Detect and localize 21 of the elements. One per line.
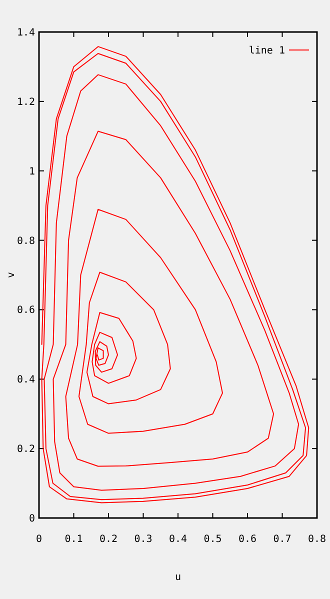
y-tick-label: 0.2: [16, 444, 35, 456]
x-tick-label: 0.7: [273, 534, 292, 545]
y-tick-label: 1.2: [16, 96, 35, 108]
y-tick-label: 0.8: [16, 236, 35, 247]
x-tick-label: 0.3: [134, 534, 152, 545]
y-tick-label: 0.6: [16, 305, 35, 316]
x-tick-label: 0.1: [64, 534, 83, 545]
x-tick-label: 0.6: [238, 534, 257, 545]
y-axis-title: v: [6, 272, 17, 278]
line-series: [41, 46, 310, 504]
y-tick-label: 1.4: [16, 28, 35, 38]
y-tick-label: 0: [28, 514, 35, 524]
y-tick-label: 0.4: [16, 374, 35, 386]
x-tick-label: 0.2: [99, 534, 118, 545]
x-axis-title: u: [174, 572, 182, 583]
y-tick-label: 1: [28, 166, 35, 178]
x-tick-label: 0: [36, 534, 42, 545]
legend-label: line 1: [248, 46, 285, 56]
x-tick-label: 0.8: [308, 534, 326, 545]
x-tick-label: 0.5: [204, 534, 222, 545]
x-tick-label: 0.4: [168, 534, 188, 545]
